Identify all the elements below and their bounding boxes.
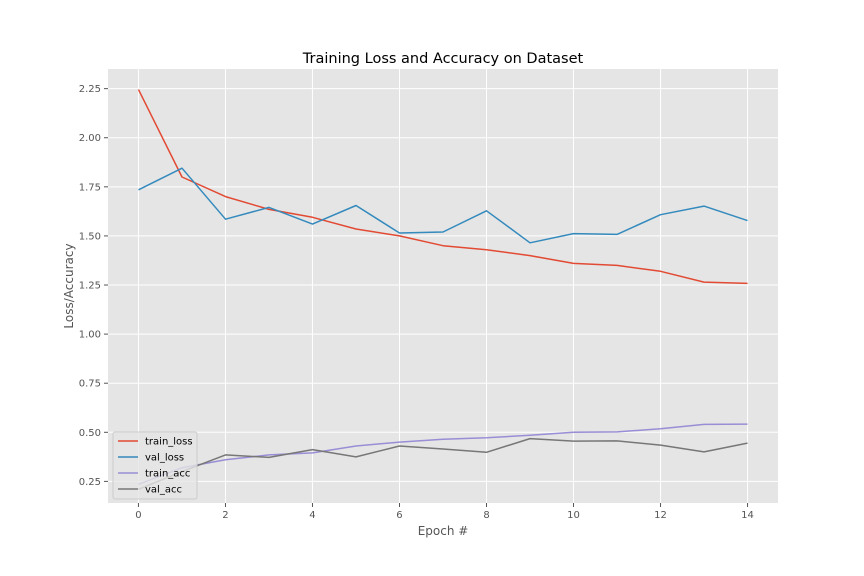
- y-axis-ticks: 0.25 0.50 0.75 1.00 1.25 1.50 1.75 2.00 2.25: [79, 84, 108, 488]
- legend-label-train_loss: train_loss: [145, 437, 193, 448]
- series-line-val_loss: [138, 167, 748, 244]
- y-tick-label: 1.75: [79, 182, 101, 193]
- plot-background: [108, 69, 778, 503]
- x-axis-ticks: 0 2 4 6 8 10 12 14: [135, 503, 754, 521]
- legend-box: [112, 431, 198, 500]
- legend-label-val_loss: val_loss: [145, 453, 184, 464]
- series-line-val_acc: [138, 437, 748, 490]
- legend-label-val_acc: val_acc: [145, 485, 182, 496]
- y-tick-label: 1.00: [79, 330, 101, 341]
- series-line-train_acc: [138, 423, 748, 486]
- y-tick-label: 0.25: [79, 477, 101, 488]
- x-tick-label: 12: [654, 510, 667, 521]
- grid: [108, 69, 778, 503]
- x-tick-label: 14: [741, 510, 754, 521]
- x-tick-label: 8: [483, 510, 489, 521]
- legend: train_loss val_loss train_acc val_acc: [112, 431, 198, 500]
- y-axis-label: Loss/Accuracy: [62, 243, 76, 328]
- x-tick-label: 10: [567, 510, 580, 521]
- y-tick-label: 0.50: [79, 428, 101, 439]
- x-axis-label: Epoch #: [418, 524, 469, 538]
- y-tick-label: 2.25: [79, 84, 101, 95]
- x-tick-label: 2: [222, 510, 228, 521]
- x-tick-label: 4: [309, 510, 315, 521]
- y-tick-label: 1.50: [79, 231, 101, 242]
- legend-label-train_acc: train_acc: [145, 469, 190, 480]
- x-tick-label: 0: [135, 510, 141, 521]
- y-tick-label: 2.00: [79, 133, 101, 144]
- y-tick-label: 0.75: [79, 379, 101, 390]
- chart-title: Training Loss and Accuracy on Dataset: [302, 51, 584, 67]
- y-tick-label: 1.25: [79, 281, 101, 292]
- series-line-train_loss: [137, 89, 748, 285]
- x-tick-label: 6: [396, 510, 402, 521]
- series-lines: [137, 89, 748, 490]
